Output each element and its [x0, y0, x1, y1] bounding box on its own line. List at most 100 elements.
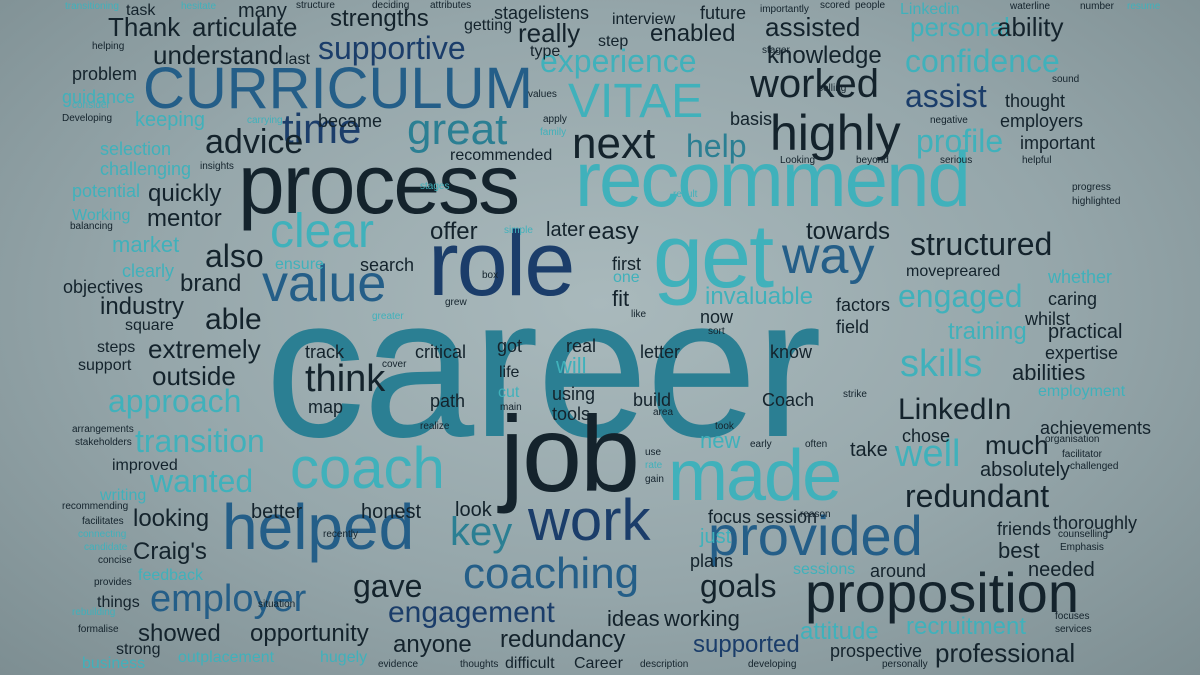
cloud-word: helpful	[1022, 155, 1052, 166]
cloud-word: honest	[361, 501, 422, 523]
cloud-word: also	[205, 238, 264, 274]
cloud-word: people	[855, 0, 886, 11]
cloud-word: wanted	[150, 463, 254, 499]
cloud-word: will	[556, 353, 587, 378]
cloud-word: ensure	[275, 256, 324, 273]
cloud-word: friends	[997, 519, 1052, 539]
cloud-word: movepreared	[906, 263, 1001, 280]
cloud-word: insights	[200, 161, 234, 172]
cloud-word: consider	[72, 100, 110, 111]
cloud-word: description	[640, 659, 689, 670]
cloud-word: best	[998, 538, 1040, 563]
cloud-word: potential	[72, 181, 141, 201]
cloud-word: recently	[323, 529, 359, 540]
cloud-word: number	[1080, 1, 1114, 12]
cloud-word: concise	[98, 555, 132, 566]
cloud-word: highly	[770, 105, 901, 161]
cloud-word: Working	[72, 207, 131, 224]
cloud-word: new	[700, 428, 741, 453]
cloud-word: easy	[588, 218, 639, 245]
cloud-word: using	[552, 384, 596, 404]
cloud-word: gain	[645, 474, 664, 485]
cloud-word: simple	[504, 225, 533, 236]
cloud-word: one	[613, 269, 640, 286]
cloud-word: really	[518, 18, 581, 48]
cloud-word: focus	[708, 507, 752, 527]
cloud-word: thoroughly	[1053, 513, 1138, 533]
cloud-word: like	[631, 309, 647, 320]
cloud-word: industry	[100, 293, 185, 320]
cloud-word: evidence	[378, 659, 419, 670]
cloud-word: CURRICULUM	[143, 56, 533, 121]
cloud-word: worked	[750, 62, 879, 106]
cloud-word: area	[653, 407, 674, 418]
cloud-word: grew	[445, 297, 467, 308]
cloud-word: engaged	[898, 278, 1023, 314]
cloud-word: support	[78, 357, 132, 374]
cloud-word: think	[305, 358, 386, 400]
cloud-word: keeping	[135, 109, 206, 131]
cloud-word: able	[205, 303, 262, 336]
cloud-word: life	[499, 364, 520, 381]
cloud-word: stages	[420, 181, 450, 192]
cloud-word: family	[540, 127, 567, 138]
cloud-word: career	[265, 256, 822, 479]
cloud-word: path	[430, 391, 466, 411]
cloud-word: well	[895, 433, 961, 475]
cloud-word: took	[715, 421, 734, 432]
cloud-word: sessions	[793, 561, 856, 578]
cloud-word: work	[528, 488, 651, 553]
cloud-word: way	[782, 227, 875, 285]
cloud-word: scored	[820, 0, 851, 11]
cloud-word: recommend	[575, 135, 971, 223]
cloud-word: reason	[800, 509, 831, 520]
cloud-word: writing	[100, 487, 147, 504]
cloud-word: assisted	[765, 12, 861, 42]
cloud-word: confidence	[905, 43, 1060, 79]
cloud-word: importantly	[760, 4, 809, 15]
cloud-word: build	[633, 390, 672, 410]
cloud-word: services	[1055, 624, 1092, 635]
cloud-word: rate	[645, 460, 663, 471]
cloud-word: guidance	[62, 87, 136, 107]
cloud-word: greater	[372, 311, 404, 322]
cloud-word: later	[546, 219, 585, 241]
cloud-word: challenged	[1070, 461, 1119, 472]
cloud-word: job	[500, 393, 640, 514]
cloud-word: attitude	[800, 618, 879, 645]
cloud-word: transition	[135, 423, 265, 459]
cloud-word: resume	[1127, 1, 1161, 12]
cloud-word: use	[645, 447, 662, 458]
cloud-word: hesitate	[181, 1, 217, 12]
cloud-word: type	[530, 43, 561, 60]
cloud-word: helping	[92, 41, 125, 52]
cloud-word: stagelistens	[494, 3, 590, 23]
cloud-word: focuses	[1055, 611, 1090, 622]
cloud-word: market	[112, 232, 180, 257]
cloud-word: deciding	[372, 0, 410, 11]
cloud-word: often	[805, 439, 828, 450]
cloud-word: apply	[543, 114, 567, 125]
cloud-word: serious	[940, 155, 973, 166]
cloud-word: facilitates	[82, 516, 124, 527]
cloud-word: looking	[133, 505, 210, 532]
cloud-word: coach	[290, 436, 445, 501]
cloud-word: process	[238, 137, 520, 231]
cloud-word: cut	[498, 384, 520, 401]
cloud-word: improved	[112, 457, 178, 474]
cloud-word: outside	[152, 361, 236, 391]
cloud-word: chose	[902, 426, 951, 446]
cloud-word: things	[97, 594, 140, 611]
cloud-word: real	[566, 336, 597, 356]
cloud-word: balancing	[70, 221, 113, 232]
cloud-word: coaching	[463, 549, 640, 598]
cloud-word: square	[125, 317, 174, 334]
cloud-word: skills	[900, 343, 983, 385]
cloud-word: look	[455, 499, 492, 521]
cloud-word: made	[668, 436, 842, 516]
cloud-word: arrangements	[72, 424, 134, 435]
cloud-word: Linkedin	[900, 1, 960, 18]
cloud-word: ideas	[607, 606, 660, 631]
cloud-word: caring	[1048, 289, 1098, 309]
cloud-word: feedback	[138, 567, 203, 584]
